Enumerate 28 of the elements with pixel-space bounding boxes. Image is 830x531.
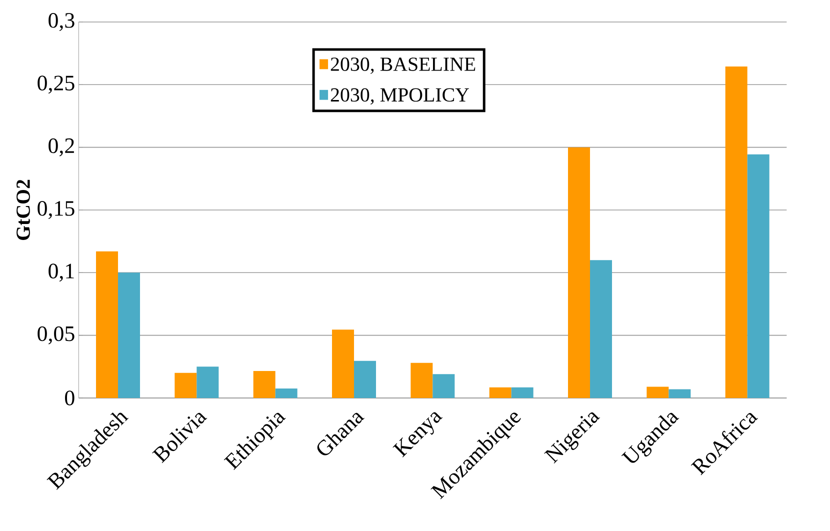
y-tick-label: 0,3 — [48, 13, 74, 31]
bar — [668, 389, 691, 398]
y-tick-label: 0,2 — [48, 138, 74, 156]
legend-label: 2030, BASELINE — [330, 58, 476, 74]
bar — [196, 366, 219, 398]
bar — [332, 330, 354, 398]
bar — [590, 260, 612, 398]
bar — [747, 154, 770, 398]
bar — [489, 387, 512, 398]
y-tick-label: 0,15 — [38, 201, 74, 219]
y-tick-label: 0 — [65, 390, 74, 406]
bar — [118, 272, 140, 398]
bar — [568, 147, 590, 398]
legend-label: 2030, MPOLICY — [330, 88, 469, 105]
bar — [354, 360, 376, 398]
bar — [253, 371, 276, 398]
bar — [174, 372, 197, 398]
bar — [96, 251, 118, 398]
bar — [646, 386, 669, 398]
y-tick-label: 0,05 — [38, 326, 74, 344]
y-axis-title: GtCO2 — [16, 180, 30, 240]
bar — [410, 362, 433, 398]
y-tick-label: 0,25 — [38, 76, 74, 94]
y-tick-label: 0,1 — [48, 264, 74, 282]
bar — [432, 374, 455, 398]
bar — [511, 387, 534, 398]
bar — [725, 66, 748, 398]
bar — [275, 388, 298, 398]
